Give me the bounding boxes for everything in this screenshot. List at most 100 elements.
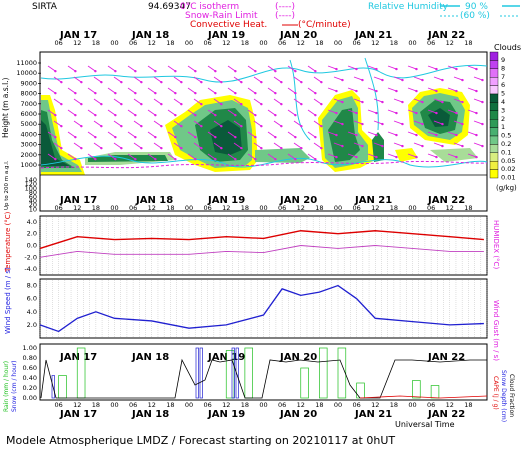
wind-arrow-head — [214, 157, 217, 161]
wind-arrow-head — [475, 133, 478, 137]
hour-label: 12 — [73, 401, 81, 409]
wind-arrow — [153, 76, 162, 83]
wind-arrow-head — [274, 69, 277, 73]
wind-arrow-head — [401, 100, 404, 104]
y-tick-label: 100 — [25, 184, 37, 192]
wind-arrow-head — [180, 80, 183, 84]
wind-arrow — [47, 109, 56, 116]
y-tick-label: 0.80 — [23, 354, 37, 362]
hour-label: 06 — [54, 401, 62, 409]
wind-arrow-head — [60, 80, 63, 84]
wind-arrow — [413, 142, 423, 147]
wind-arrow — [287, 131, 296, 138]
wind-arrow — [167, 65, 176, 72]
low-day-labels: JAN 17 JAN 18 JAN 19 JAN 20 JAN 21 JAN 2… — [59, 195, 465, 206]
wind-arrow — [187, 65, 196, 72]
hour-label: 18 — [464, 39, 472, 47]
wind-arrow — [93, 76, 102, 83]
wind-arrow — [313, 76, 322, 83]
colorbar-swatch — [489, 51, 499, 61]
wind-arrow-head — [401, 144, 404, 148]
day-label: JAN 18 — [135, 195, 173, 206]
hour-label: 12 — [297, 204, 305, 212]
day-label: JAN 19 — [207, 195, 245, 206]
wind-arrow-head — [60, 124, 63, 128]
wind-arrow-head — [435, 155, 438, 159]
wind-arrow — [387, 109, 397, 114]
hour-label: 06 — [203, 204, 211, 212]
wind-arrow-head — [320, 124, 323, 128]
windgust-ylabel: Wind Gust (m / s) — [492, 300, 500, 361]
wind-arrow-head — [140, 80, 143, 84]
hour-label: 06 — [203, 39, 211, 47]
wind-arrow-head — [361, 100, 364, 104]
wind-arrow-head — [240, 124, 243, 128]
hour-label: 12 — [371, 401, 379, 409]
wind-arrow-head — [341, 144, 344, 148]
wind-arrow-head — [475, 155, 478, 159]
wind-arrow — [67, 65, 76, 72]
hour-label: 18 — [464, 401, 472, 409]
colorbar-label: 4 — [501, 98, 505, 106]
wind-arrow — [67, 153, 76, 160]
snow-bar — [195, 347, 199, 399]
y-tick-label: 4.0 — [27, 218, 37, 226]
wind-arrow-head — [401, 122, 404, 126]
wind-arrow — [347, 87, 357, 92]
wind-arrow-head — [94, 157, 97, 161]
temperature-ylabel: Temperature (°C) — [4, 211, 12, 273]
wind-arrow-head — [194, 135, 197, 139]
wind-arrow-head — [300, 102, 303, 106]
wind-arrow-head — [154, 113, 157, 117]
wind-arrow-head — [481, 78, 484, 82]
wind-arrow-head — [461, 122, 464, 126]
wind-arrow — [153, 120, 162, 127]
hour-label: 12 — [148, 39, 156, 47]
wind-arrow-head — [274, 113, 277, 117]
temperature-series — [39, 230, 484, 250]
wind-arrow — [393, 120, 403, 125]
wind-arrow — [207, 65, 216, 72]
wind-arrow — [173, 142, 182, 149]
wind-arrow — [153, 142, 162, 149]
wind-arrow-head — [54, 135, 57, 139]
wind-arrow-head — [80, 146, 83, 150]
wind-arrow-head — [260, 146, 263, 150]
hour-label: 00 — [259, 401, 267, 409]
wind-arrow — [313, 98, 322, 105]
y-tick-label: 0.0 — [27, 242, 37, 250]
wind-arrow-head — [455, 111, 458, 115]
hour-label: 00 — [334, 39, 342, 47]
wind-arrow — [293, 76, 302, 83]
wind-arrow-head — [294, 157, 297, 161]
hour-label: 00 — [185, 39, 193, 47]
wind-arrow — [173, 98, 182, 105]
hour-label: 12 — [222, 39, 230, 47]
wind-arrow-head — [381, 144, 384, 148]
wind-arrow — [107, 153, 116, 160]
wind-arrow-head — [300, 146, 303, 150]
wind-arrow-head — [74, 69, 77, 73]
wind-arrow — [47, 131, 56, 138]
wind-arrow-head — [280, 102, 283, 106]
colorbar-label: 8 — [501, 64, 505, 72]
y-tick-label: 60 — [29, 193, 37, 201]
y-tick-label: 6000 — [20, 110, 37, 118]
wind-arrow — [73, 142, 82, 149]
wind-arrow — [413, 98, 423, 103]
day-label: JAN 22 — [427, 195, 465, 206]
colorbar-swatch — [489, 93, 499, 103]
wind-arrow — [233, 120, 242, 127]
wind-arrow-head — [355, 89, 358, 93]
wind-arrow-head — [441, 122, 444, 126]
wind-arrow — [407, 153, 417, 158]
wind-arrow — [333, 76, 343, 81]
wind-arrow — [253, 76, 262, 83]
y-tick-label: 20 — [29, 201, 37, 209]
wind-arrow-head — [254, 91, 257, 95]
wind-arrow — [53, 142, 62, 149]
wind-arrow-head — [200, 102, 203, 106]
y-tick-label: 2.0 — [27, 321, 37, 329]
clouds-ylabel2: Up to 200 m a.g.l. — [4, 160, 10, 210]
